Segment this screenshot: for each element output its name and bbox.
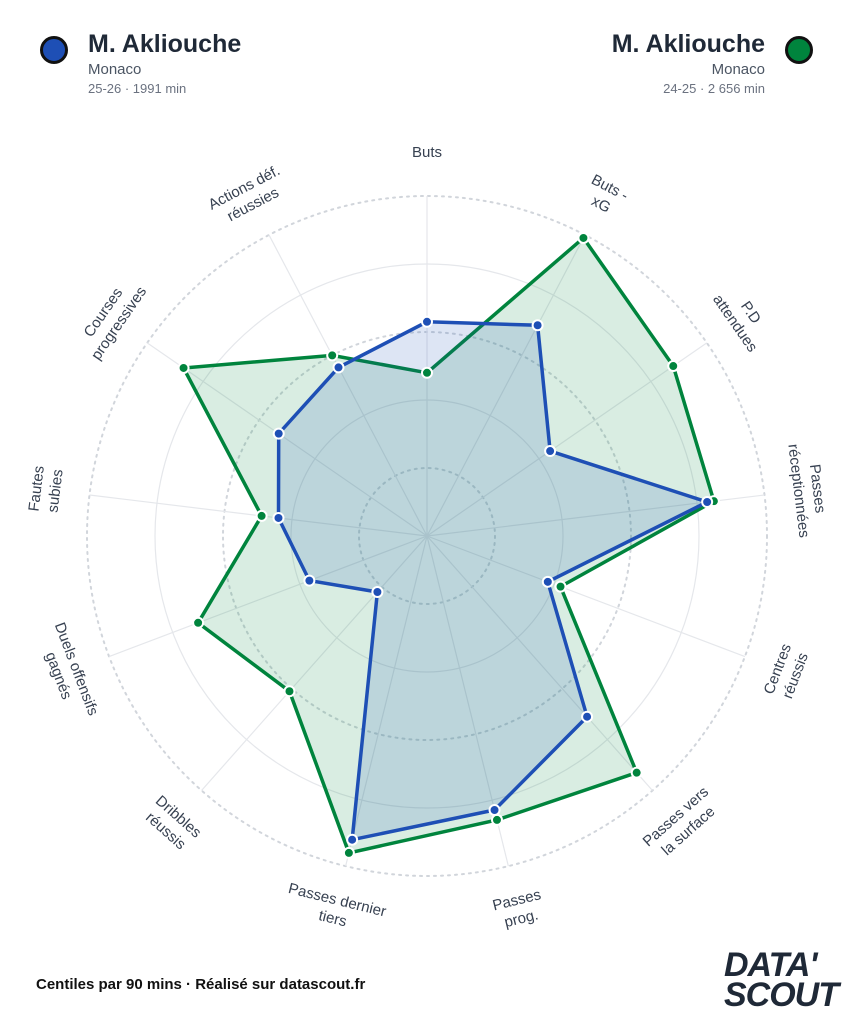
axis-label-line: Buts xyxy=(412,144,442,161)
data-point xyxy=(326,349,339,362)
axis-spoke xyxy=(268,234,428,537)
data-point xyxy=(346,833,359,846)
axis-label: Buts -xG xyxy=(580,171,631,221)
axis-label: Passes derniertiers xyxy=(282,880,388,939)
axis-label-line: réceptionnées xyxy=(784,443,812,539)
data-point xyxy=(421,366,433,379)
axis-label: Duels offensifsgagnés xyxy=(33,620,101,724)
data-point xyxy=(272,427,285,440)
axis-label-line: xG xyxy=(588,193,613,217)
axis-spoke xyxy=(108,535,428,658)
axis-label-line: tiers xyxy=(317,907,349,930)
footer-caption: Centiles par 90 mins · Réalisé sur datas… xyxy=(36,976,366,993)
axis-spoke xyxy=(146,342,428,537)
data-point xyxy=(371,585,384,598)
grid-ring xyxy=(86,195,768,877)
axis-label-line: Passes xyxy=(806,463,829,514)
axis-label: P.Dattendues xyxy=(709,281,776,356)
player-2-meta: 24-25 · 2 656 min xyxy=(663,81,765,96)
data-point xyxy=(701,495,714,508)
data-point xyxy=(554,580,567,593)
series-area-1 xyxy=(276,320,712,842)
axis-label: Buts xyxy=(412,144,442,161)
axis-label: Fautessubies xyxy=(25,465,66,515)
player-2-name: M. Akliouche xyxy=(611,30,765,58)
axis-label-line: Fautes xyxy=(25,465,47,513)
player-2-header: M. Akliouche Monaco 24-25 · 2 656 min xyxy=(612,30,813,96)
axis-spoke xyxy=(426,234,586,537)
axis-label: Passes versla surface xyxy=(640,783,725,864)
player-1-color-dot xyxy=(40,36,68,64)
axis-label: Coursesprogressives xyxy=(72,273,150,363)
axis-label: Centresréussis xyxy=(761,641,813,703)
data-point xyxy=(544,445,557,458)
logo-line-1: DATA' xyxy=(724,946,817,984)
axis-spoke xyxy=(201,535,428,791)
axis-label: Passesprog. xyxy=(491,886,547,933)
datascout-logo: DATA' SCOUT xyxy=(724,946,839,1014)
data-point xyxy=(303,574,316,587)
data-point xyxy=(581,710,594,723)
data-point xyxy=(667,360,680,373)
data-point xyxy=(283,685,296,698)
axis-spoke xyxy=(426,342,708,537)
data-point xyxy=(421,315,433,328)
data-point xyxy=(488,803,501,816)
axis-spoke xyxy=(345,535,428,867)
player-1-team: Monaco xyxy=(88,61,142,78)
player-2-team: Monaco xyxy=(711,61,765,78)
data-point xyxy=(531,319,544,332)
player-2-color-dot xyxy=(785,36,813,64)
data-point xyxy=(332,361,345,374)
logo-line-2: SCOUT xyxy=(724,976,839,1014)
axis-label: Dribblesréussis xyxy=(139,792,204,855)
data-point xyxy=(272,511,285,524)
grid-ring xyxy=(358,467,496,605)
player-1-header: M. Akliouche Monaco 25-26 · 1991 min xyxy=(40,30,241,96)
axis-label-line: subies xyxy=(44,468,66,513)
data-point xyxy=(630,766,643,779)
data-point xyxy=(342,846,355,859)
data-point xyxy=(177,361,190,374)
data-point xyxy=(577,231,590,244)
data-point xyxy=(255,509,268,522)
data-point xyxy=(490,813,503,826)
axis-label: Passesréceptionnées xyxy=(784,441,831,539)
axis-label: Actions déf.réussies xyxy=(206,162,292,230)
axis-spoke xyxy=(426,535,653,791)
axis-spoke xyxy=(426,535,746,658)
data-point xyxy=(192,616,205,629)
player-1-name: M. Akliouche xyxy=(88,30,242,58)
data-point xyxy=(541,575,554,588)
player-1-meta: 25-26 · 1991 min xyxy=(88,81,187,96)
